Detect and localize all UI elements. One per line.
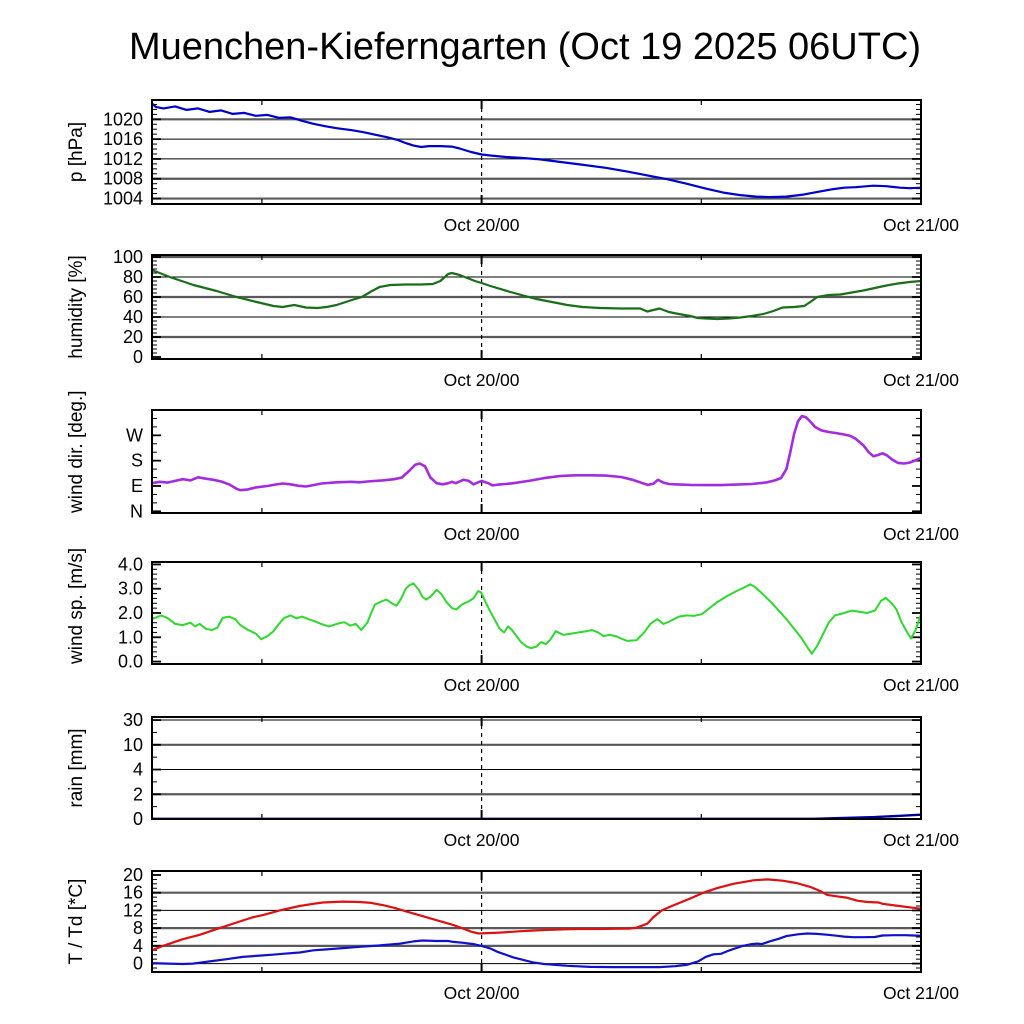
plot-frame	[151, 561, 922, 665]
y-tick-label: 2	[133, 784, 143, 804]
y-tick-label: 3.0	[118, 579, 143, 599]
y-tick-label: 4	[133, 936, 143, 956]
plot-frame	[151, 870, 922, 973]
y-tick-label: 0	[133, 809, 143, 829]
y-tick-label: 60	[123, 287, 143, 307]
y-tick-label: 1020	[103, 109, 143, 129]
y-tick-label: 1008	[103, 169, 143, 189]
y-tick-label: 2.0	[118, 603, 143, 623]
x-tick-label: Oct 20/00	[444, 524, 520, 544]
y-tick-label: S	[131, 451, 143, 471]
plot-frame	[151, 99, 922, 205]
x-tick-label: Oct 21/00	[883, 983, 959, 1003]
x-tick-label: Oct 20/00	[444, 983, 520, 1003]
x-tick-label: Oct 20/00	[444, 370, 520, 390]
y-tick-label: 12	[123, 900, 143, 920]
y-tick-label: 0.0	[118, 652, 143, 672]
y-tick-label: 0	[133, 954, 143, 974]
plot-frame	[151, 409, 922, 514]
y-tick-label: 0	[133, 347, 143, 367]
plot-frame	[151, 254, 922, 360]
temperature-line	[150, 878, 923, 952]
y-tick-label: 40	[123, 307, 143, 327]
dewpoint-line	[150, 932, 923, 969]
x-tick-label: Oct 21/00	[883, 675, 959, 695]
y-tick-label: 4	[133, 760, 143, 780]
x-tick-label: Oct 21/00	[883, 830, 959, 850]
y-tick-label: 20	[123, 327, 143, 347]
y-tick-label: E	[131, 476, 143, 496]
x-tick-label: Oct 20/00	[444, 675, 520, 695]
x-tick-label: Oct 20/00	[444, 830, 520, 850]
y-tick-label: 1.0	[118, 627, 143, 647]
y-tick-label: 16	[123, 883, 143, 903]
pressure-line	[150, 102, 923, 199]
y-tick-label: 20	[123, 865, 143, 885]
y-tick-label: 1004	[103, 189, 143, 209]
y-tick-label: 1016	[103, 129, 143, 149]
page-title: Muenchen-Kieferngarten (Oct 19 2025 06UT…	[128, 26, 922, 68]
y-tick-label: 80	[123, 267, 143, 287]
rain-panel: Oct 20/00 Oct 21/00 0 2 4 10 30	[123, 710, 959, 850]
y-tick-label: 30	[123, 710, 143, 730]
y-tick-label: 8	[133, 918, 143, 938]
y-tick-label: 1012	[103, 149, 143, 169]
x-tick-label: Oct 21/00	[883, 370, 959, 390]
y-tick-label: 10	[123, 735, 143, 755]
y-tick-label: W	[126, 425, 143, 445]
wind-speed-line	[151, 582, 922, 655]
y-tick-label: 100	[113, 247, 143, 267]
x-tick-label: Oct 21/00	[883, 215, 959, 235]
wind-direction-line	[150, 414, 923, 492]
plot-frame	[151, 716, 922, 820]
humidity-line	[150, 268, 923, 321]
wind-speed-panel: Oct 20/00 Oct 21/00 0.0 1.0 2.0 3.0 4.0	[118, 554, 959, 695]
x-tick-label: Oct 20/00	[444, 215, 520, 235]
y-tick-label: N	[130, 501, 143, 521]
x-tick-label: Oct 21/00	[883, 524, 959, 544]
y-tick-label: 4.0	[118, 554, 143, 574]
